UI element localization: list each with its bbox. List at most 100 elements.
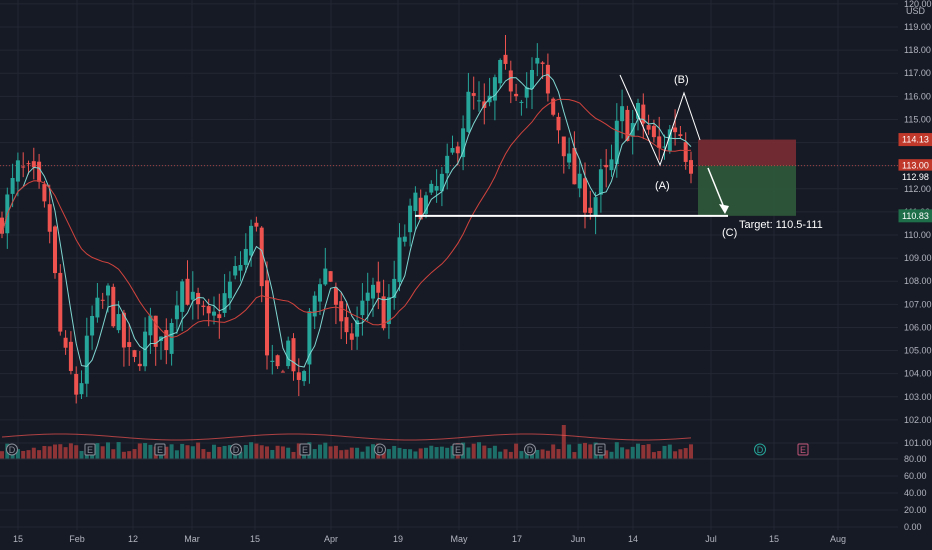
candle-body [349,333,354,340]
volume-bar [26,450,31,459]
candle-body [492,77,497,101]
volume-tick-label: 80.00 [904,454,927,464]
candle-body [95,297,100,318]
candle-body [333,287,338,305]
candle-body [106,285,110,296]
candle-body [222,293,227,313]
dividend-marker [374,443,386,456]
candle-body [328,271,333,282]
candle-body [424,195,428,214]
volume-bar [514,443,519,459]
volume-bar [79,450,84,459]
candle-body [127,342,132,348]
candle-body [503,54,508,64]
volume-bar [620,447,625,459]
time-tick-label: Jul [705,534,717,544]
volume-bar [270,449,275,459]
time-tick-label: Feb [69,534,85,544]
wave-label-c: (C) [722,227,737,239]
time-tick-label: 12 [128,534,138,544]
candle-body [174,305,179,320]
candle-body [63,337,68,348]
candle-body [535,57,540,64]
earnings-marker [452,443,464,456]
price-tick-label: 116.00 [904,91,931,101]
price-tick-label: 109.00 [904,253,932,263]
candle-body [471,93,476,96]
candle-body [153,315,158,347]
candle-body [551,98,556,115]
volume-tick-label: 20.00 [904,505,927,515]
volume-tick-label: 40.00 [904,488,927,498]
candle-body [514,93,519,97]
candle-body [662,146,667,148]
candle-body [42,184,47,202]
volume-bar [31,447,36,459]
price-tick-label: 119.00 [904,22,931,32]
candle-body [445,155,450,174]
time-tick-label: Mar [184,534,200,544]
price-tag-box [898,170,932,184]
volume-bar [556,449,561,459]
price-tick-label: 118.00 [904,45,931,55]
volume-bar [397,447,402,459]
volume-bar [355,447,360,459]
dividend-marker [230,443,242,456]
volume-bar [296,443,301,459]
volume-bar [164,446,169,459]
volume-bar [286,447,291,459]
volume-bar [577,443,582,459]
volume-bar [42,446,47,459]
volume-bar [392,445,397,459]
volume-bar [371,444,375,459]
volume-bar [344,449,349,459]
candle-body [365,292,370,301]
time-tick-label: May [450,534,468,544]
candle-body [636,103,640,119]
volume-bar [667,444,672,459]
candle-body [47,204,52,232]
volume-bar [492,445,497,459]
volume-bar [545,450,550,459]
volume-bar [318,444,322,459]
marker-letter: E [302,445,308,455]
candle-body [100,299,105,301]
price-tick-label: 106.00 [904,322,932,332]
volume-bar [275,445,280,459]
volume-bar [535,449,540,459]
candle-body [79,383,84,395]
volume-bar [689,444,693,459]
volume-bar [222,445,227,459]
candle-body [53,226,57,274]
candle-body [450,148,455,153]
volume-bar [47,446,52,459]
volume-bar [196,442,201,459]
volume-bar [323,442,328,459]
target-zone [698,165,796,216]
volume-bar [68,443,73,459]
volume-bar [243,444,248,459]
candle-body [477,100,481,102]
wave-drawings [415,74,729,217]
volume-bar [185,445,190,459]
volume-bar [206,451,211,459]
marker-letter: E [157,445,163,455]
candle-body [455,146,460,154]
volume-bar [254,443,259,459]
volume-bar [201,449,206,459]
candle-body [121,312,126,348]
candle-body [259,227,264,287]
volume-bar [132,449,137,459]
candle-body [673,127,678,133]
candle-body [169,322,174,354]
volume-bar [424,447,428,459]
volume-bar [365,446,370,459]
candle-body [180,281,185,312]
volume-bar [333,445,338,459]
candle-body [243,248,248,265]
volume-bar [63,447,68,459]
earnings-marker [594,443,606,456]
candle-body [429,183,434,193]
